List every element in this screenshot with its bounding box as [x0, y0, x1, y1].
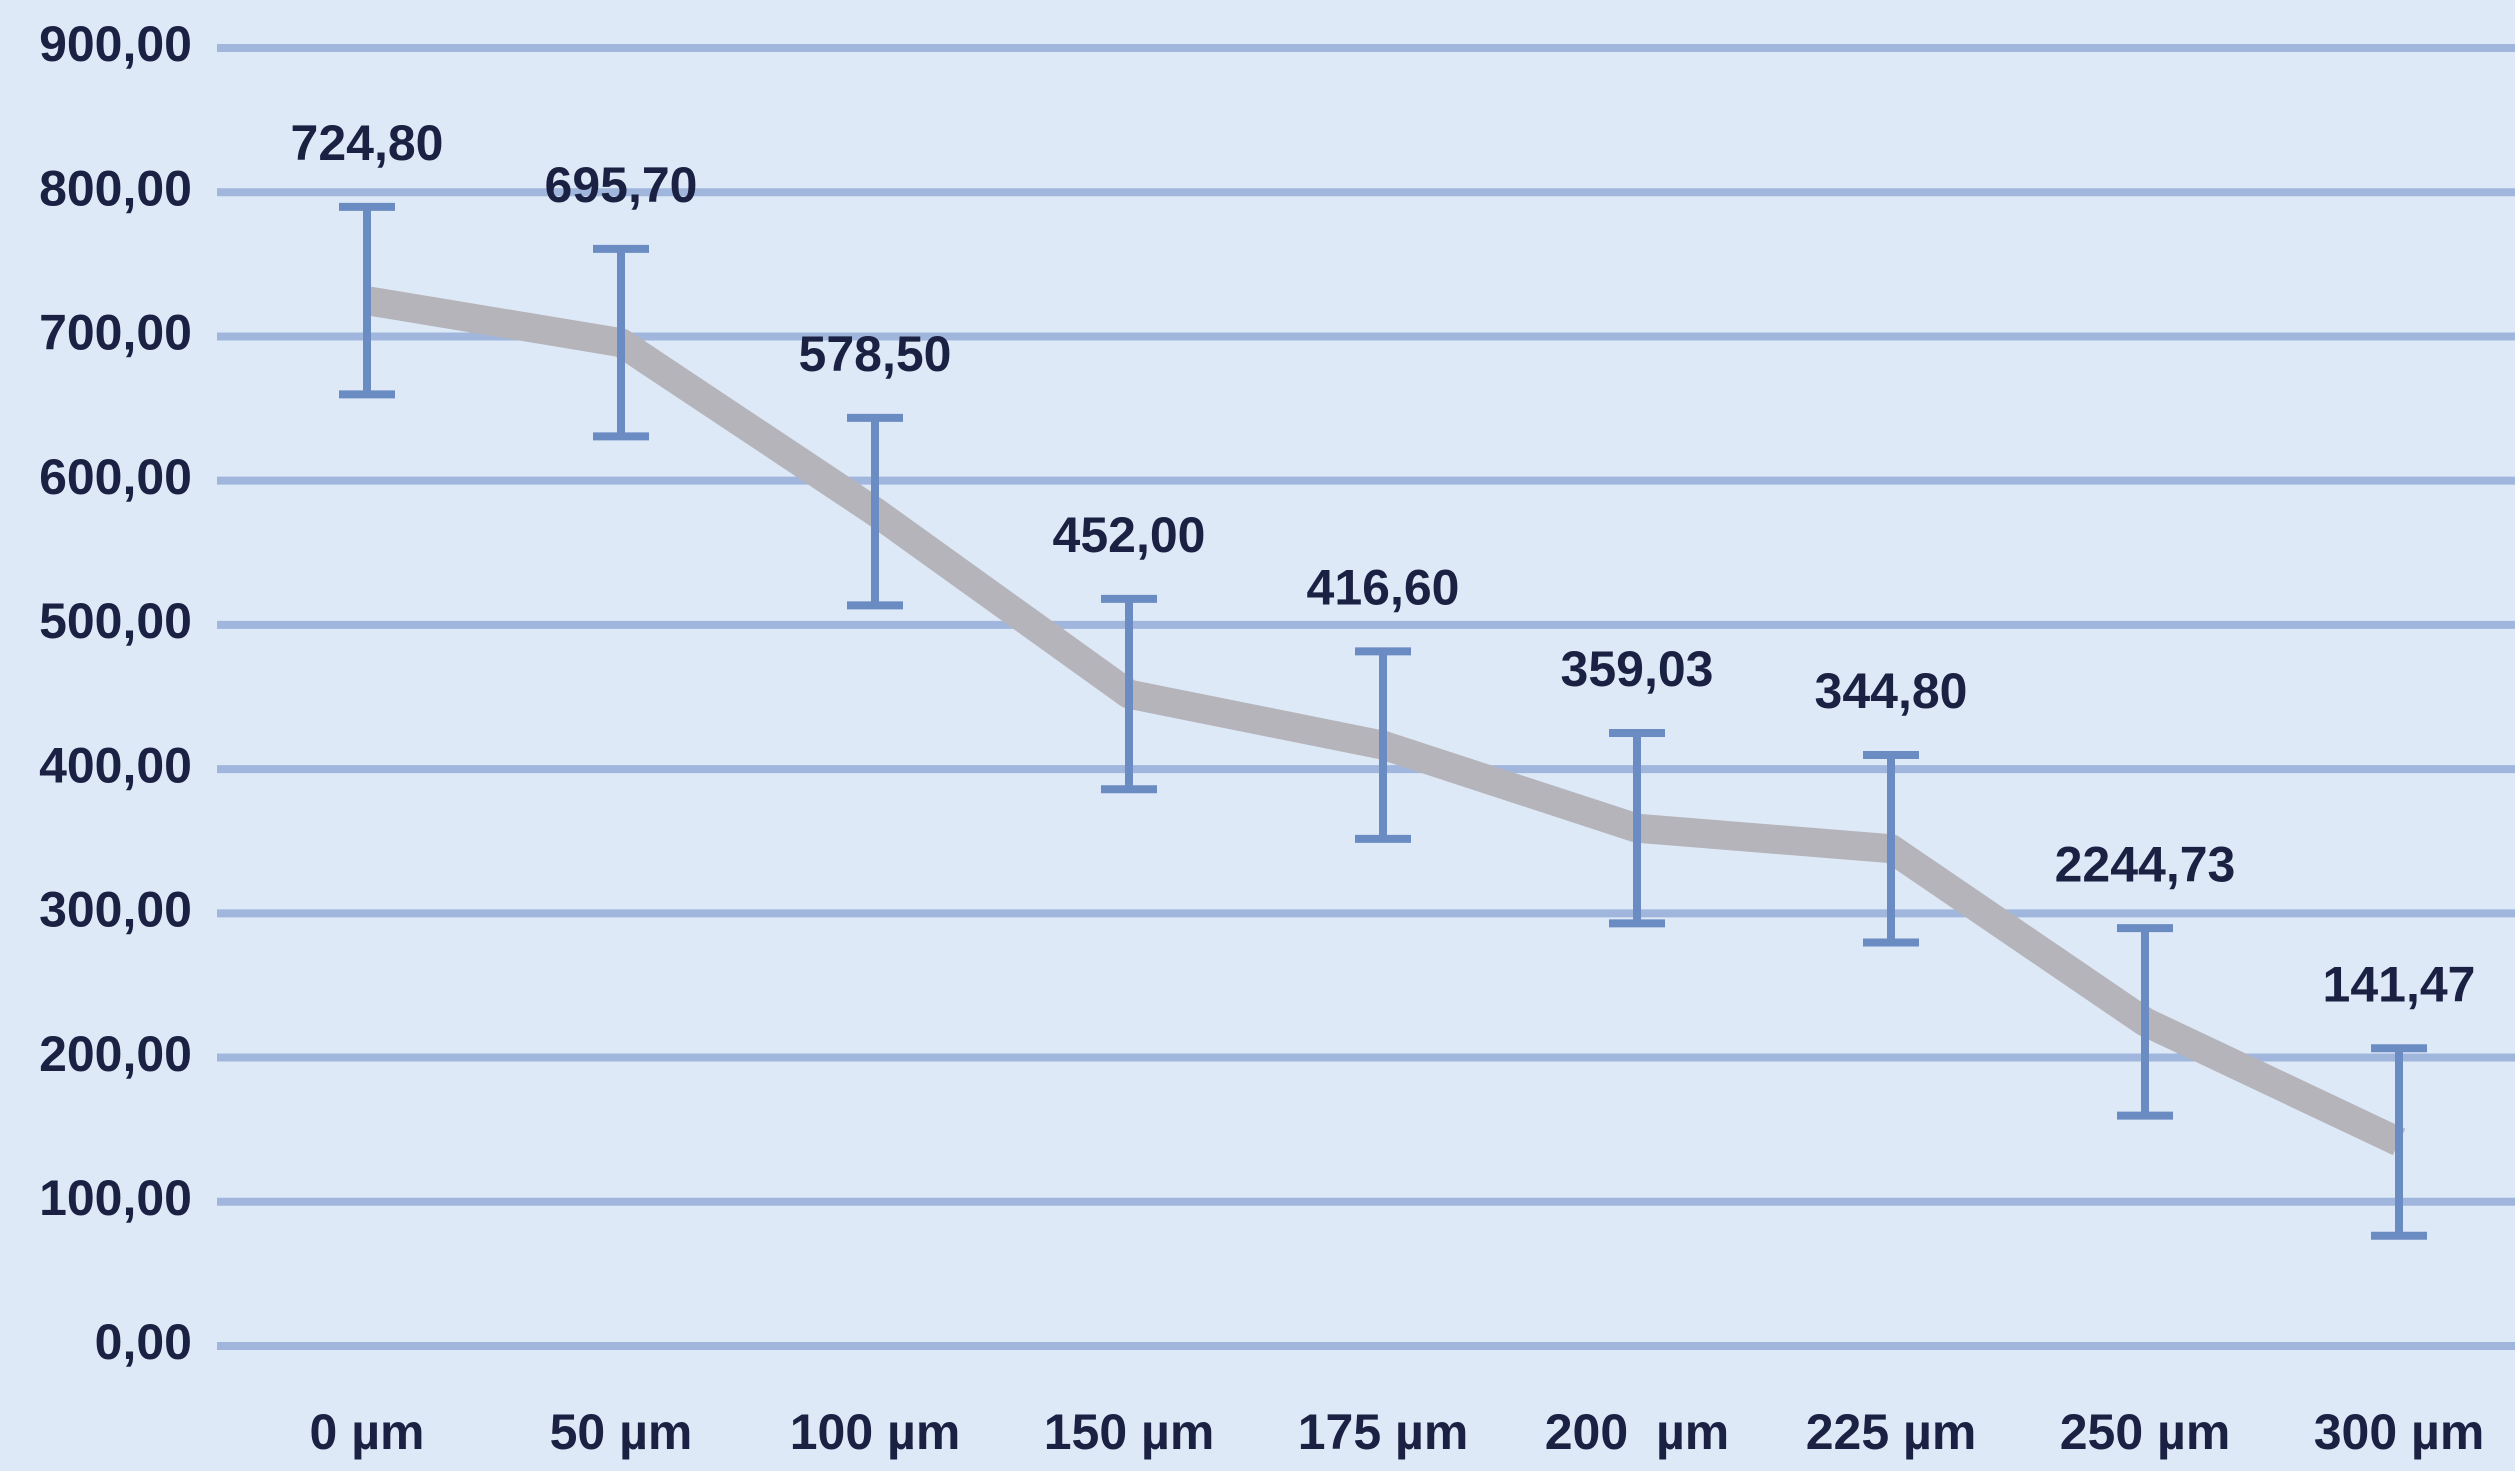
data-label: 724,80	[291, 115, 444, 171]
data-label: 452,00	[1053, 507, 1206, 563]
x-tick-label: 250 µm	[2060, 1404, 2231, 1460]
y-tick-label: 200,00	[39, 1026, 192, 1082]
x-tick-label: 100 µm	[790, 1404, 961, 1460]
y-tick-label: 600,00	[39, 449, 192, 505]
y-tick-label: 100,00	[39, 1170, 192, 1226]
data-label: 359,03	[1561, 641, 1714, 697]
y-tick-label: 300,00	[39, 882, 192, 938]
x-tick-label: 50 µm	[550, 1404, 693, 1460]
x-tick-label: 225 µm	[1806, 1404, 1977, 1460]
y-tick-label: 500,00	[39, 593, 192, 649]
data-label: 695,70	[545, 157, 698, 213]
y-tick-label: 800,00	[39, 160, 192, 216]
data-label: 344,80	[1815, 663, 1968, 719]
x-tick-label: 0 µm	[310, 1404, 425, 1460]
data-label: 578,50	[799, 326, 952, 382]
data-label: 141,47	[2323, 956, 2476, 1012]
y-tick-label: 900,00	[39, 16, 192, 72]
x-tick-label: 300 µm	[2314, 1404, 2485, 1460]
data-label: 416,60	[1307, 560, 1460, 616]
y-tick-label: 400,00	[39, 737, 192, 793]
y-tick-label: 0,00	[95, 1314, 192, 1370]
x-tick-label: 150 µm	[1044, 1404, 1215, 1460]
y-tick-label: 700,00	[39, 305, 192, 361]
x-tick-label: 200 µm	[1545, 1404, 1729, 1460]
x-tick-label: 175 µm	[1298, 1404, 1469, 1460]
data-label: 2244,73	[2055, 836, 2236, 892]
